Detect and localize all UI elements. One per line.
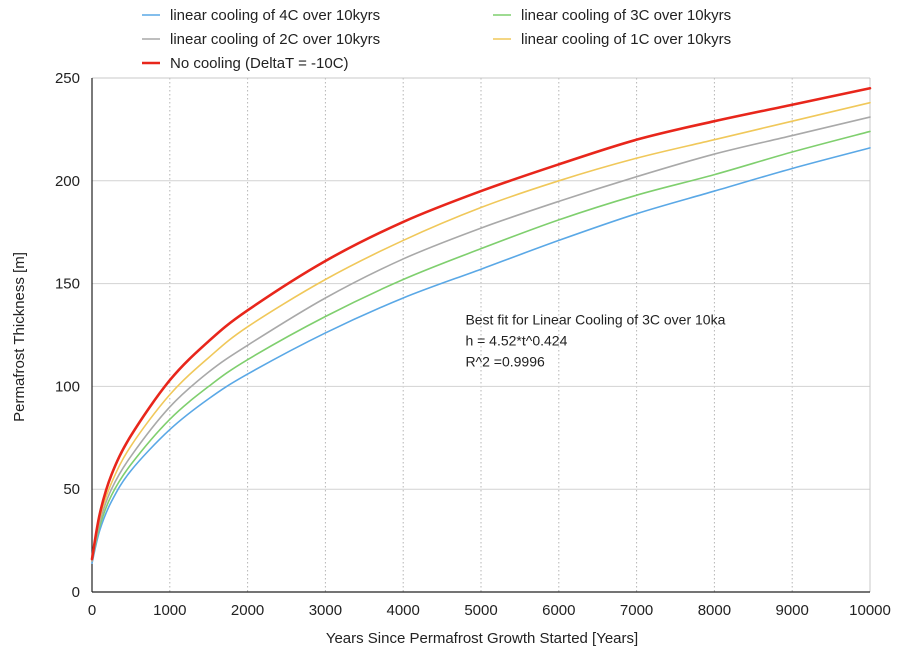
x-axis-title: Years Since Permafrost Growth Started [Y… <box>326 630 638 647</box>
series-line-1 <box>91 147 871 565</box>
y-tick-label: 150 <box>55 276 80 293</box>
legend-label-2: linear cooling of 3C over 10kyrs <box>521 7 731 24</box>
x-tick-label: 6000 <box>542 602 575 619</box>
x-tick-label: 1000 <box>153 602 186 619</box>
y-tick-label: 100 <box>55 378 80 395</box>
legend-label-4: linear cooling of 1C over 10kyrs <box>521 31 731 48</box>
y-axis-title: Permafrost Thickness [m] <box>11 252 28 422</box>
axes: 0 1000 2000 3000 4000 5000 6000 7000 8000 9000 100… <box>55 70 891 619</box>
legend-label-3: linear cooling of 2C over 10kyrs <box>170 31 380 48</box>
x-tick-label: 8000 <box>698 602 731 619</box>
series-line-5 <box>90 86 872 561</box>
y-tick-label: 250 <box>55 70 80 87</box>
legend-label-5: No cooling (DeltaT = -10C) <box>170 55 349 72</box>
x-tick-label: 10000 <box>849 602 891 619</box>
series-line-3 <box>91 116 871 562</box>
annotation: Best fit for Linear Cooling of 3C over 1… <box>465 312 725 370</box>
y-tick-label: 50 <box>63 481 80 498</box>
y-tick-label: 200 <box>55 173 80 190</box>
x-tick-label: 3000 <box>309 602 342 619</box>
x-tick-label: 5000 <box>464 602 497 619</box>
x-tick-label: 0 <box>88 602 96 619</box>
legend-label-1: linear cooling of 4C over 10kyrs <box>170 7 380 24</box>
x-tick-label: 4000 <box>387 602 420 619</box>
legend: linear cooling of 4C over 10kyrs linear c… <box>142 7 731 72</box>
series-line-2 <box>91 130 871 562</box>
x-tick-label: 9000 <box>776 602 809 619</box>
series-line-4 <box>91 101 871 560</box>
series-lines <box>90 86 872 565</box>
x-tick-label: 7000 <box>620 602 653 619</box>
y-tick-label: 0 <box>72 584 80 601</box>
x-tick-label: 2000 <box>231 602 264 619</box>
annotation-line-2: h = 4.52*t^0.424 <box>465 333 567 349</box>
annotation-line-1: Best fit for Linear Cooling of 3C over 1… <box>465 312 725 328</box>
annotation-line-3: R^2 =0.9996 <box>465 354 545 370</box>
